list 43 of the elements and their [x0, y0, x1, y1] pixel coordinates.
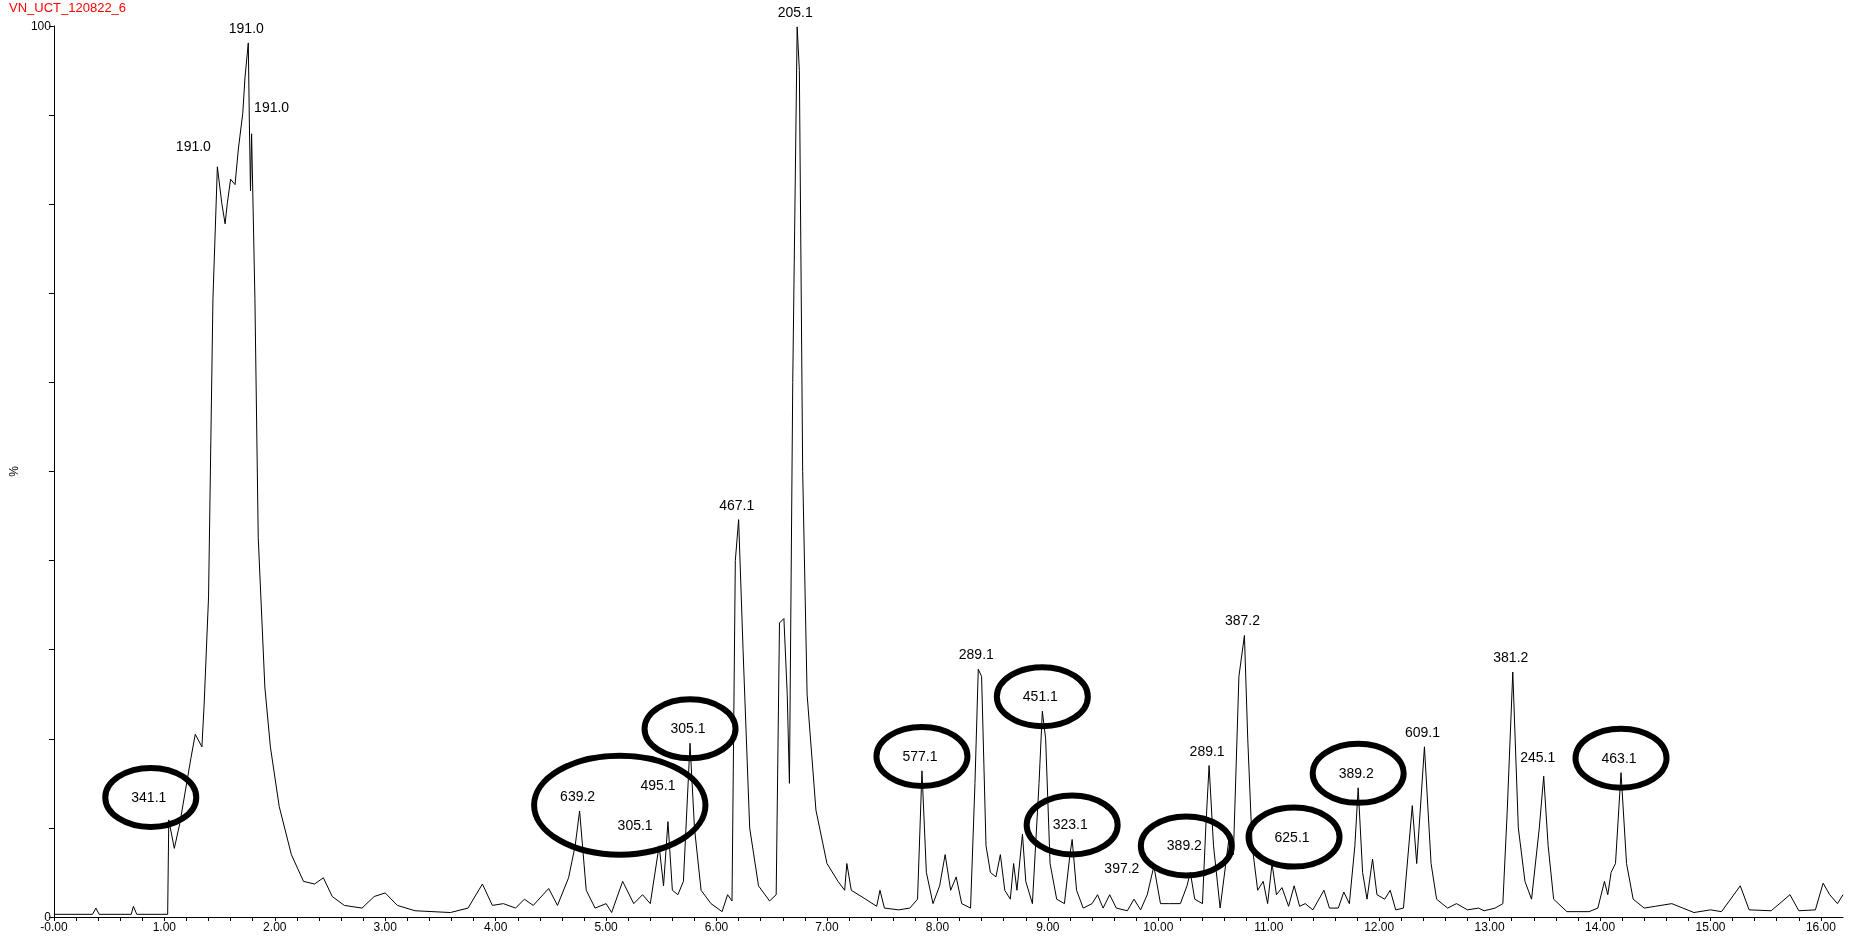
annotation: 289.1 — [1189, 742, 1225, 759]
x-tick-label: 4.00 — [483, 920, 508, 934]
x-tick-label: 8.00 — [925, 920, 950, 934]
x-tick-label: 1.00 — [152, 920, 177, 934]
annotation: 387.2 — [1224, 612, 1261, 629]
x-tick-label: 16.00 — [1805, 920, 1837, 934]
annotation: 639.2 — [560, 787, 596, 804]
x-tick-label: 15.00 — [1695, 920, 1726, 934]
annotation: 451.1 — [1022, 688, 1059, 705]
x-tick-label: 10.00 — [1143, 920, 1174, 934]
y-axis-title: % — [7, 465, 21, 477]
annotation: 191.0 — [175, 137, 212, 154]
x-tick-label: 5.00 — [594, 920, 619, 934]
annotation: 625.1 — [1274, 828, 1310, 845]
annotation: 577.1 — [902, 747, 938, 764]
annotation: 323.1 — [1052, 816, 1088, 833]
annotation: 495.1 — [640, 776, 676, 793]
annotation: 305.1 — [617, 816, 653, 833]
x-tick-label: 11.00 — [1254, 920, 1284, 934]
annotation: 463.1 — [1601, 749, 1637, 766]
x-tick-label: 12.00 — [1364, 920, 1395, 934]
x-tick-label: 13.00 — [1474, 920, 1505, 934]
annotation: 389.2 — [1166, 837, 1203, 854]
annotation: 191.0 — [228, 19, 265, 36]
annotation: 381.2 — [1493, 648, 1529, 665]
annotation: 389.2 — [1338, 764, 1374, 781]
annotation: 245.1 — [1520, 749, 1556, 766]
y-tick-label: 100 — [30, 19, 52, 33]
annotation: 397.2 — [1104, 860, 1140, 877]
x-tick-label: 7.00 — [815, 920, 839, 934]
annotation: 305.1 — [670, 720, 706, 737]
annotation: 191.0 — [254, 98, 290, 115]
annotation: 341.1 — [131, 788, 167, 805]
annotation: 609.1 — [1404, 723, 1441, 740]
x-tick-label: 2.00 — [263, 920, 287, 934]
chart-title: VN_UCT_120822_6 — [9, 0, 127, 15]
x-tick-label: 14.00 — [1585, 920, 1616, 934]
x-tick-label: 3.00 — [373, 920, 398, 934]
annotation: 289.1 — [958, 646, 995, 663]
x-tick-label: 9.00 — [1036, 920, 1060, 934]
x-tick-label: 6.00 — [704, 920, 729, 934]
annotation: 205.1 — [777, 3, 813, 20]
annotation: 467.1 — [719, 496, 755, 513]
